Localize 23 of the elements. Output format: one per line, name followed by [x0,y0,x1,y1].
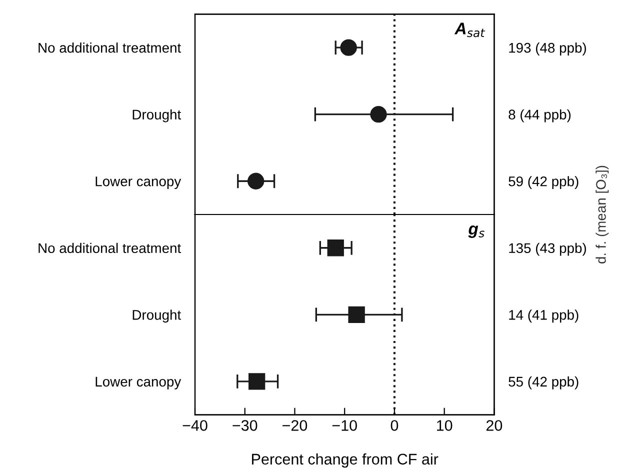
y-tick-label: Lower canopy [96,176,182,190]
x-tick-label: −10 [332,420,357,431]
x-tick-label: −40 [182,420,208,431]
y2-axis-title: d. f. (mean [O₃]) [596,166,609,264]
x-tick-label: −20 [282,420,308,431]
y2-tick-label: 55 (42 ppb) [508,376,578,390]
y-tick-label: Lower canopy [96,376,182,390]
x-tick-label: 20 [486,420,502,431]
y-tick-label: Drought [132,109,182,122]
y2-tick-label: 135 (43 ppb) [509,242,586,256]
y2-tick-label: 14 (41 ppb) [509,310,578,323]
annotation: A$_{sat}$ [454,22,486,38]
annotation: g$_{s}$ [468,226,484,238]
y-tick-label: No additional treatment [38,42,182,53]
y2-tick-label: 193 (48 ppb) [509,42,586,56]
x-tick-label: 0 [390,420,398,431]
x-tick-label: 10 [437,420,452,431]
y2-tick-label: 8 (44 ppb) [508,109,571,122]
y-tick-label: No additional treatment [38,242,182,254]
x-tick-label: −30 [232,420,258,431]
x-axis-title: Percent change from CF air [252,453,438,468]
y2-tick-label: 59 (42 ppb) [508,176,578,190]
y-tick-label: Drought [132,310,182,323]
